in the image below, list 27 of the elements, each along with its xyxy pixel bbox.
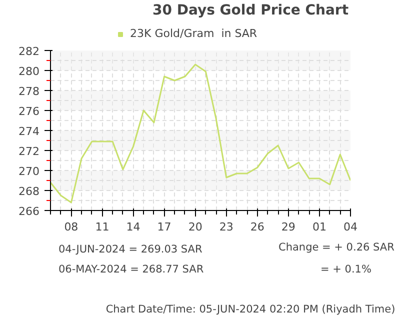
y-tick-label: 282 [18,45,40,58]
x-tick-label: 08 [64,220,78,234]
x-tick-label: 17 [157,220,172,234]
x-tick-label: 04 [344,220,358,234]
y-tick-label: 276 [18,105,40,118]
text: = + 0.1% [320,264,372,276]
text: 04-JUN-2024 = 269.03 SAR [58,244,202,256]
y-tick-label: 268 [18,185,40,198]
y-tick-label: 266 [18,205,40,218]
text: Change = + 0.26 SAR [278,242,394,254]
x-tick-label: 01 [312,220,326,234]
y-tick-label: 280 [18,65,40,78]
x-tick-label: 23 [219,220,234,234]
text: Chart Date/Time: 05-JUN-2024 02:20 PM (Riyadh Time) [106,304,396,316]
text: 06-MAY-2024 = 268.77 SAR [58,264,204,276]
x-tick-label: 11 [95,220,110,234]
line-series [50,64,350,204]
x-tick-label: 20 [188,220,202,234]
y-tick-label: 274 [18,125,40,138]
y-tick-label: 278 [18,85,40,98]
x-tick-label: 26 [250,220,264,234]
chart-title: 30 Days Gold Price Chart [152,2,349,18]
legend-label: 23K Gold/Gram in SAR [130,27,258,40]
y-tick-label: 272 [18,145,40,158]
x-tick-label: 29 [281,220,296,234]
x-tick-label: 14 [126,220,140,234]
y-tick-label: 270 [18,165,40,178]
